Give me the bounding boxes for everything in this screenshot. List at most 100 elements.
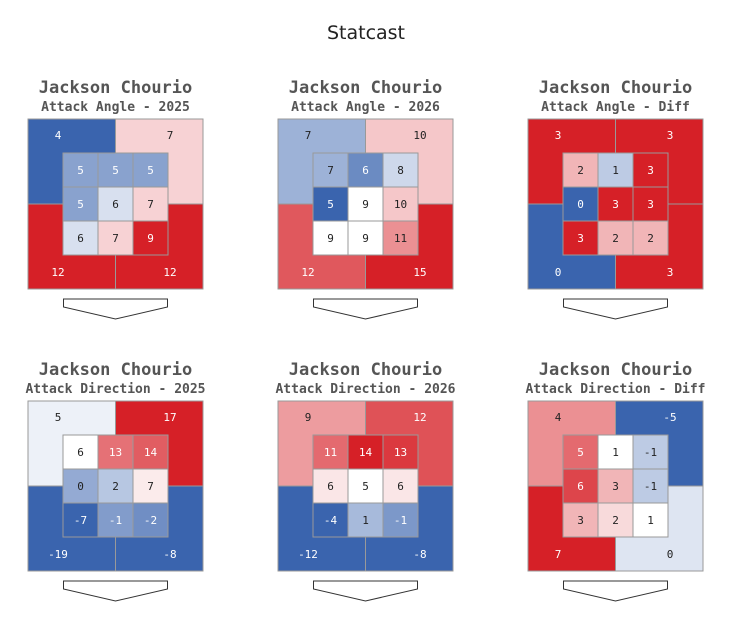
inner-cell-value: -1 [644,480,657,493]
outer-top-right-value: -5 [663,411,676,424]
inner-cell-value: 5 [77,198,84,211]
outer-top-left-value: 5 [55,411,62,424]
panel-player-title: Jackson Chourio [39,78,193,98]
inner-cell-value: -1 [394,514,407,527]
outer-top-left-value: 4 [55,129,62,142]
outer-bottom-right-value: 0 [667,548,674,561]
inner-cell [382,434,419,470]
inner-cell-value: 5 [77,164,84,177]
inner-cell-value: 11 [324,446,337,459]
inner-cell-value: 5 [147,164,154,177]
inner-cell [562,152,599,188]
inner-cell [632,152,669,188]
outer-bottom-right-value: -8 [413,548,426,561]
inner-cell [632,220,669,256]
inner-cell [632,502,669,538]
home-plate-shape [313,580,418,602]
inner-cell-value: 5 [112,164,119,177]
panel-player-title: Jackson Chourio [39,360,193,380]
home-plate-shape [313,298,418,320]
panel-metric-title: Attack Angle - Diff [541,100,690,115]
inner-cell [62,434,99,470]
inner-cell-value: 5 [362,480,369,493]
inner-cell-value: 6 [77,446,84,459]
home-plate-shape [63,580,168,602]
inner-cell [382,502,419,538]
outer-bottom-right-value: 3 [667,266,674,279]
inner-cell [97,186,134,222]
inner-cell-value: 11 [394,232,407,245]
inner-cell [97,468,134,504]
inner-cell-value: 3 [612,198,619,211]
heatmap-panel-6: Jackson Chourio Attack Direction - Diff 4 -… [525,360,706,602]
inner-cell-value: -7 [74,514,87,527]
inner-cell-value: 9 [362,198,369,211]
inner-cell-value: 2 [647,232,654,245]
inner-cell-value: -1 [109,514,122,527]
outer-bottom-right-value: 15 [413,266,426,279]
panel-metric-title: Attack Angle - 2025 [41,100,190,115]
inner-cell-value: 1 [362,514,369,527]
inner-cell-value: 6 [577,480,584,493]
inner-cell [382,220,419,256]
panel-player-title: Jackson Chourio [289,360,443,380]
inner-cell [62,502,99,538]
outer-top-right-value: 10 [413,129,426,142]
heatmap-panel-5: Jackson Chourio Attack Direction - 2026 9 1… [275,360,456,602]
inner-cell [347,220,384,256]
inner-cell [382,186,419,222]
outer-top-right-value: 7 [167,129,174,142]
outer-bottom-left-value: 12 [301,266,314,279]
inner-cell-value: 7 [112,232,119,245]
inner-cell [347,152,384,188]
home-plate-shape [563,298,668,320]
inner-cell-value: 3 [647,198,654,211]
inner-cell-value: 9 [327,232,334,245]
inner-cell-value: 3 [577,514,584,527]
panel-player-title: Jackson Chourio [539,360,693,380]
inner-cell-value: 3 [647,164,654,177]
inner-cell [132,502,169,538]
inner-cell-value: 0 [577,198,584,211]
panel-metric-title: Attack Direction - Diff [525,382,705,397]
inner-cell-value: 6 [397,480,404,493]
inner-cell [562,186,599,222]
outer-bottom-right-value: 12 [163,266,176,279]
panel-player-title: Jackson Chourio [539,78,693,98]
figure-title: Statcast [326,22,406,44]
inner-cell [132,468,169,504]
outer-top-right-value: 12 [413,411,426,424]
inner-cell-value: 2 [612,232,619,245]
outer-bottom-left-value: 0 [555,266,562,279]
inner-cell-value: 6 [362,164,369,177]
inner-cell-value: 14 [144,446,158,459]
inner-cell-value: 10 [394,198,407,211]
heatmap-panel-3: Jackson Chourio Attack Angle - Diff 3 3 0 3 2 1… [527,78,704,320]
outer-top-right-value: 3 [667,129,674,142]
inner-cell-value: 13 [109,446,122,459]
inner-cell-value: 2 [612,514,619,527]
home-plate-shape [63,298,168,320]
inner-cell-value: 3 [612,480,619,493]
inner-cell [312,220,349,256]
outer-top-left-value: 9 [305,411,312,424]
inner-cell [312,502,349,538]
inner-cell-value: 7 [147,198,154,211]
inner-cell-value: -2 [144,514,157,527]
outer-bottom-left-value: 12 [51,266,64,279]
home-plate-shape [563,580,668,602]
inner-cell [382,152,419,188]
inner-cell [97,502,134,538]
outer-bottom-right-value: -8 [163,548,176,561]
inner-cell-value: 13 [394,446,407,459]
inner-cell-value: 6 [77,232,84,245]
heatmap-panel-1: Jackson Chourio Attack Angle - 2025 4 7 12 12… [27,78,204,320]
inner-cell-value: 5 [577,446,584,459]
inner-cell [132,434,169,470]
inner-cell [132,152,169,188]
inner-cell-value: 0 [77,480,84,493]
heatmap-panel-2: Jackson Chourio Attack Angle - 2026 7 10 12 1… [277,78,454,320]
inner-cell-value: 7 [147,480,154,493]
outer-top-right-value: 17 [163,411,176,424]
